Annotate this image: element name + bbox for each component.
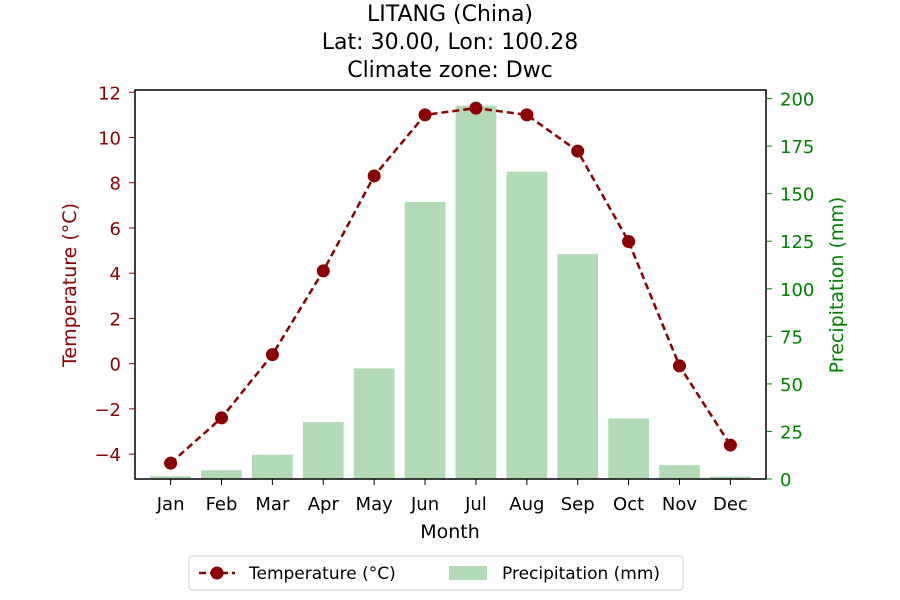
precipitation-bar xyxy=(252,454,293,479)
right-tick-label: 50 xyxy=(780,375,803,396)
right-axis-ticks: 0 25 50 75 100 125 150 175 200 xyxy=(766,90,814,491)
left-tick-label: 2 xyxy=(110,309,121,330)
x-tick-label: Apr xyxy=(308,494,340,515)
left-tick-label: 12 xyxy=(98,83,121,104)
temperature-point xyxy=(418,108,432,122)
left-tick-label: 0 xyxy=(110,355,121,376)
left-tick-label: 4 xyxy=(110,264,121,285)
left-tick-label: 6 xyxy=(110,219,121,240)
right-tick-label: 150 xyxy=(780,185,814,206)
x-tick-label: Oct xyxy=(613,494,644,515)
temperature-point xyxy=(571,144,585,158)
precipitation-bar xyxy=(710,476,751,479)
temperature-point xyxy=(520,108,534,122)
precipitation-bar xyxy=(506,171,548,479)
left-tick-label: −4 xyxy=(94,445,121,466)
left-axis-label: Temperature (°C) xyxy=(59,203,81,368)
left-axis-ticks: −4 −2 0 2 4 6 8 10 12 xyxy=(94,83,135,466)
precipitation-bar xyxy=(404,201,446,479)
precipitation-bar xyxy=(150,476,191,479)
legend-precipitation-label: Precipitation (mm) xyxy=(502,564,660,584)
x-axis-ticks: Jan Feb Mar Apr May Jun Jul Aug Sep Oct Nov Dec xyxy=(156,479,748,515)
right-tick-label: 0 xyxy=(780,470,791,491)
precipitation-bar xyxy=(353,368,395,479)
legend-temperature-label: Temperature (°C) xyxy=(248,564,396,584)
right-tick-label: 75 xyxy=(780,327,803,348)
x-tick-label: Jun xyxy=(410,494,439,515)
x-tick-label: Jul xyxy=(464,494,487,515)
precipitation-bar xyxy=(455,105,497,479)
precipitation-bars xyxy=(150,105,751,479)
x-tick-label: Jan xyxy=(156,494,185,515)
legend-frame xyxy=(188,555,684,591)
temperature-point xyxy=(622,235,636,249)
right-axis-label: Precipitation (mm) xyxy=(826,197,848,374)
x-tick-label: Sep xyxy=(561,494,595,515)
temperature-point xyxy=(672,359,686,373)
temperature-point xyxy=(469,101,483,115)
precipitation-bar xyxy=(659,465,700,479)
temperature-point xyxy=(316,264,330,278)
plot-frame xyxy=(134,89,767,480)
left-tick-label: −2 xyxy=(94,400,121,421)
temperature-point xyxy=(164,456,178,470)
x-tick-label: Aug xyxy=(509,494,544,515)
title-line-1: LITANG (China) xyxy=(367,2,533,27)
chart-title: LITANG (China) Lat: 30.00, Lon: 100.28 C… xyxy=(322,2,578,83)
precipitation-bar xyxy=(302,422,344,479)
temperature-line xyxy=(164,101,737,470)
legend-temperature-marker xyxy=(210,566,224,580)
x-tick-label: Nov xyxy=(662,494,697,515)
right-tick-label: 100 xyxy=(780,280,814,301)
temperature-point xyxy=(215,411,229,425)
legend-precipitation-swatch xyxy=(449,566,487,580)
left-tick-label: 8 xyxy=(110,174,121,195)
temperature-point xyxy=(265,348,279,362)
temperature-series-line xyxy=(169,106,732,465)
right-tick-label: 125 xyxy=(780,232,814,253)
x-tick-label: Mar xyxy=(255,494,290,515)
right-tick-label: 175 xyxy=(780,137,814,158)
x-tick-label: Dec xyxy=(713,494,748,515)
temperature-point xyxy=(367,169,381,183)
x-tick-label: Feb xyxy=(206,494,238,515)
precipitation-bar xyxy=(201,470,242,479)
title-line-2: Lat: 30.00, Lon: 100.28 xyxy=(322,30,578,55)
precipitation-bar xyxy=(608,418,649,479)
right-tick-label: 200 xyxy=(780,90,814,111)
title-line-3: Climate zone: Dwc xyxy=(347,58,553,83)
left-tick-label: 10 xyxy=(98,128,121,149)
temperature-point xyxy=(723,438,737,452)
x-axis-label: Month xyxy=(420,521,480,543)
x-tick-label: May xyxy=(356,494,394,515)
legend: Temperature (°C) Precipitation (mm) xyxy=(188,555,684,591)
right-tick-label: 25 xyxy=(780,422,803,443)
precipitation-bar xyxy=(557,254,599,479)
